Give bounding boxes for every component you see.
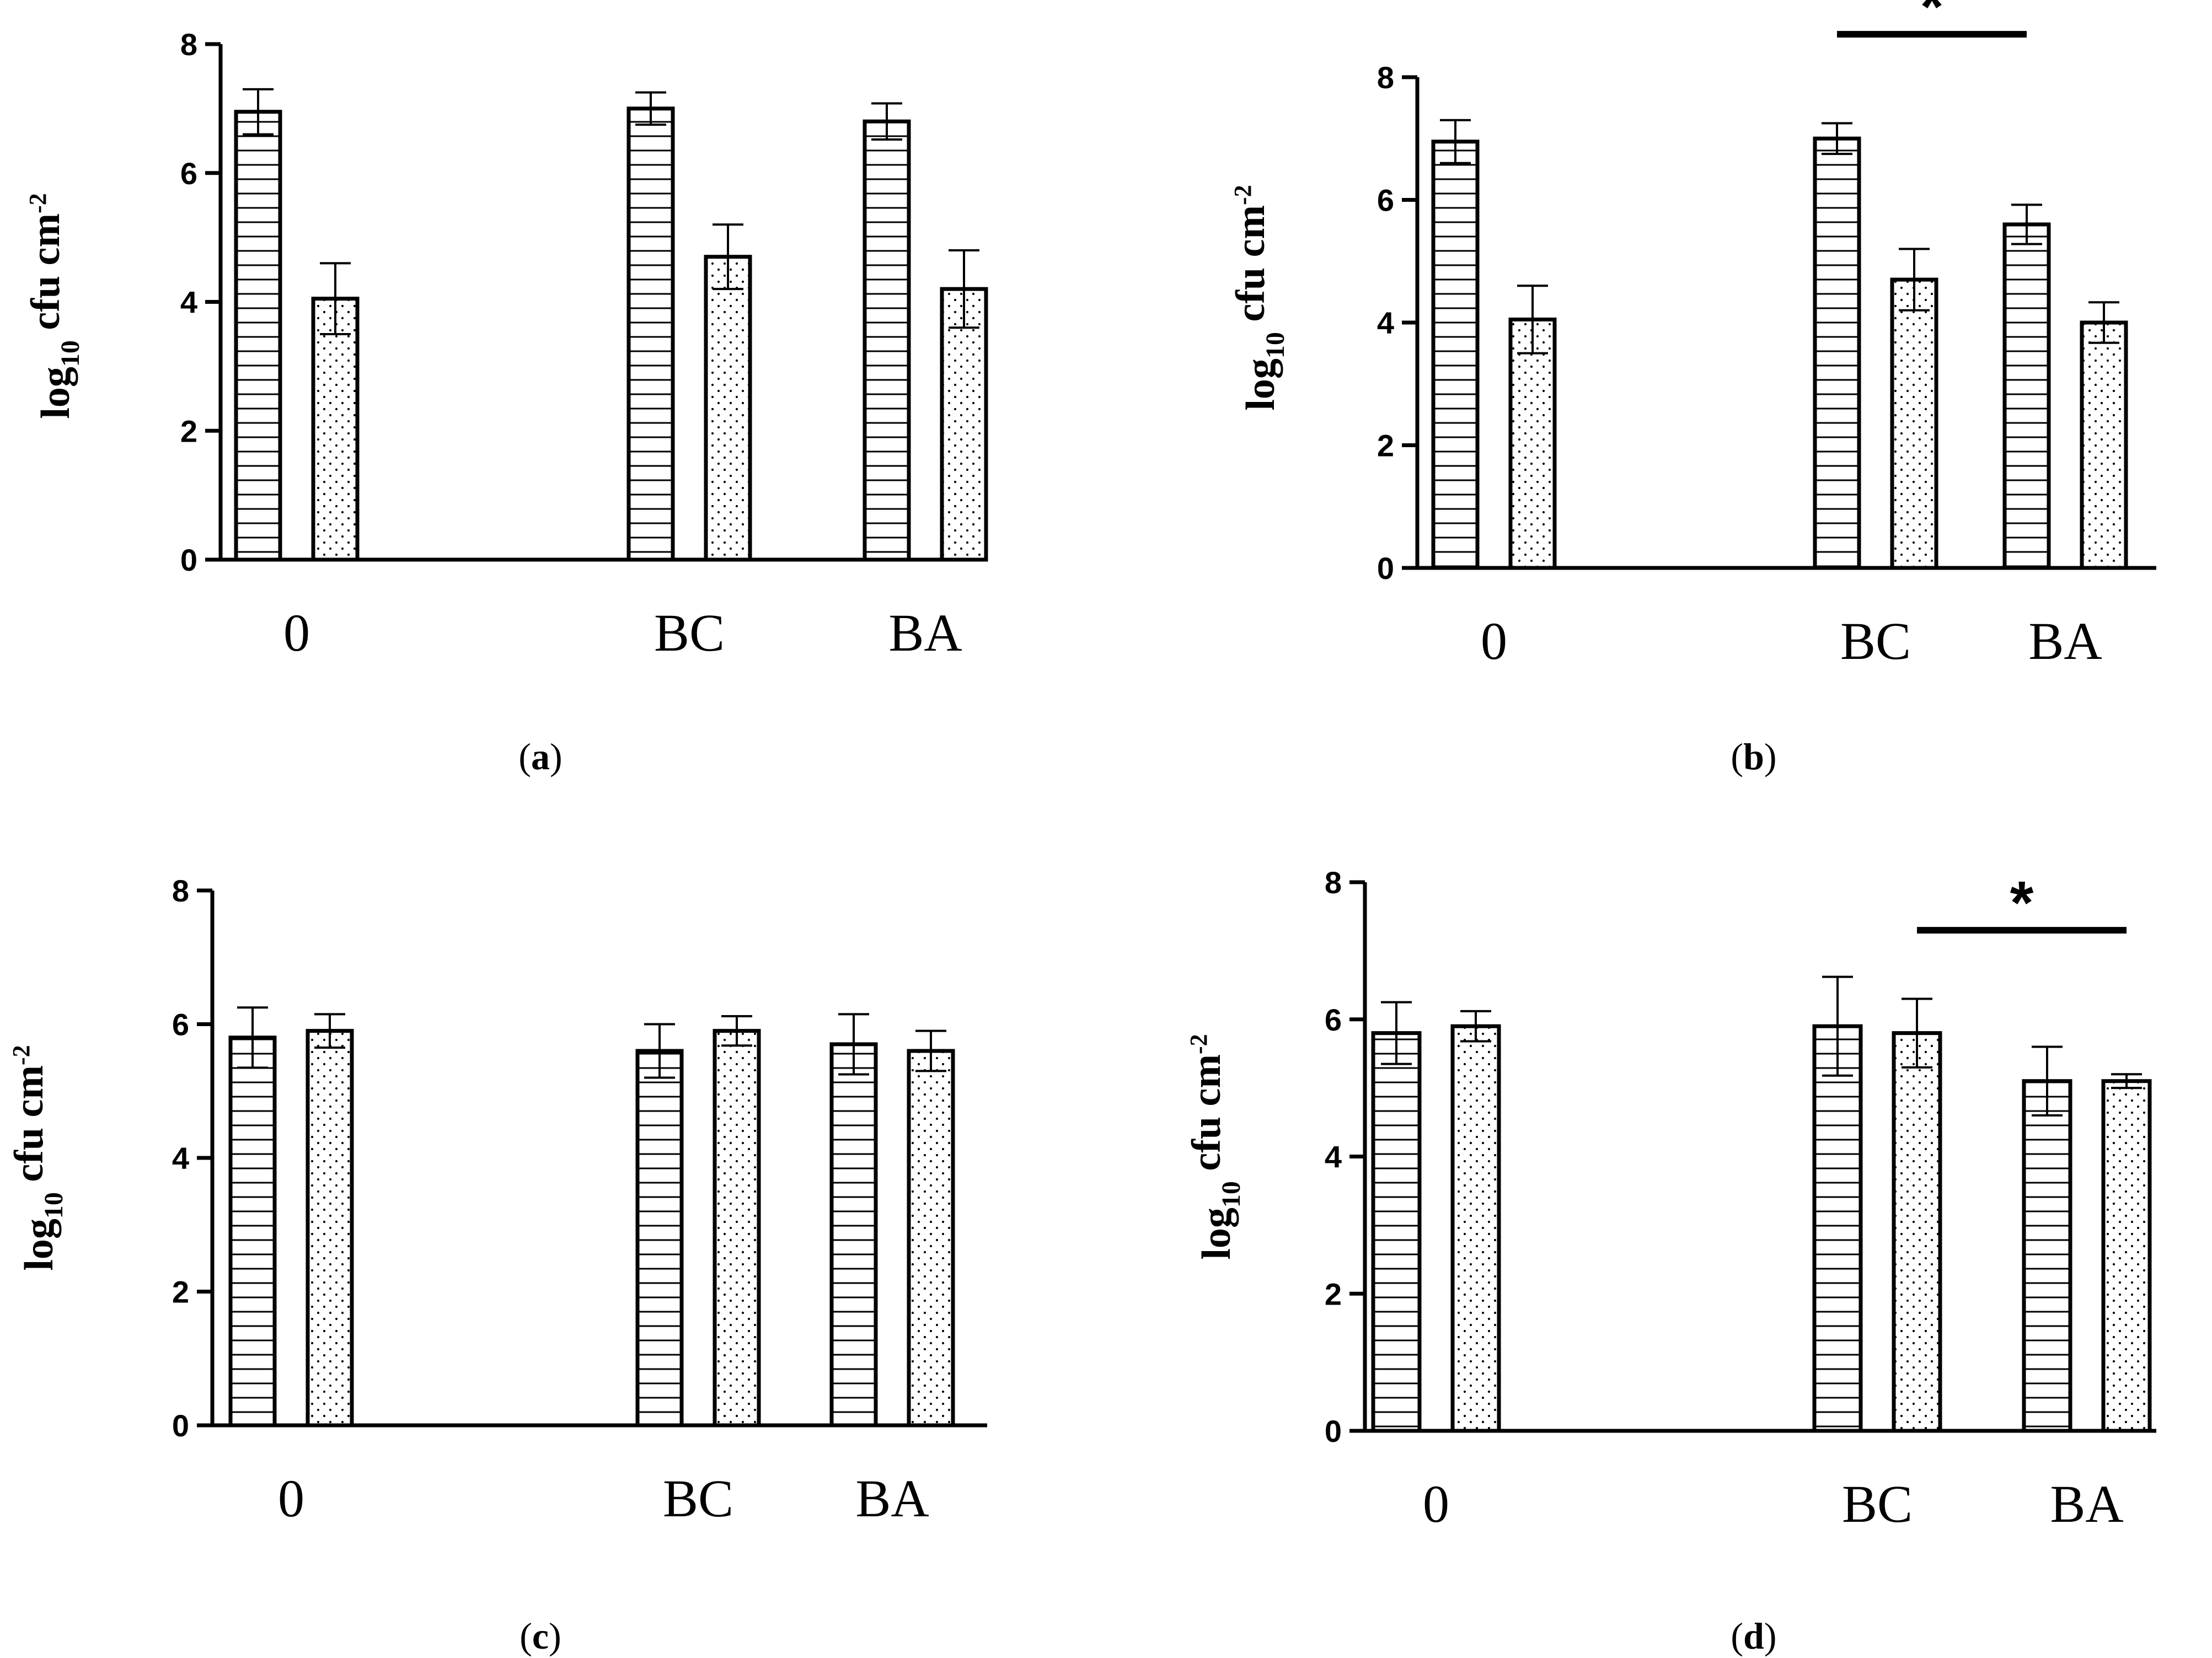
panel-b: 0 2 4 6 8 0 BC BA * log10 cfu cm-2 (b)	[1228, 0, 2156, 777]
panel-c-caption: (c)	[519, 1615, 561, 1657]
bar-c-series-1-BC	[635, 1049, 684, 1428]
bar-a-series-1-0	[234, 110, 282, 562]
bar-b-series-1-BC	[1813, 136, 1861, 570]
category-label-c-BA: BA	[855, 1469, 929, 1528]
bar-a-series-1-BC	[626, 106, 675, 562]
panel-c-plot: 0 2 4 6 8 0 BC BA	[172, 873, 987, 1528]
y-tick-label-c-6: 6	[172, 1007, 189, 1042]
category-label-d-BA: BA	[2050, 1474, 2123, 1533]
panel-a-plot: 0 2 4 6 8 0 BC BA	[180, 27, 988, 662]
y-tick-label-b-8: 8	[1377, 60, 1394, 95]
panel-d-caption: (d)	[1731, 1615, 1776, 1657]
bar-c-series-1-BA	[829, 1042, 878, 1428]
category-label-a-0: 0	[283, 603, 310, 662]
bar-d-series-2-BA	[2101, 1079, 2152, 1433]
bar-a-series-2-BA	[940, 287, 988, 562]
category-label-c-BC: BC	[663, 1469, 733, 1528]
significance-star-d-0: *	[2010, 869, 2034, 937]
bar-c-series-1-0	[228, 1035, 277, 1428]
y-tick-label-a-4: 4	[180, 285, 197, 320]
panel-a: 0 2 4 6 8 0 BC BA log10 cfu cm-2 (a)	[23, 27, 988, 777]
y-tick-label-b-2: 2	[1377, 428, 1394, 463]
panel-c-y-axis-label: log10 cfu cm-2	[7, 1045, 68, 1270]
panel-c: 0 2 4 6 8 0 BC BA log10 cfu cm-2 (c)	[7, 873, 987, 1657]
bar-b-series-2-BC	[1890, 277, 1938, 570]
y-tick-label-d-2: 2	[1325, 1276, 1342, 1311]
y-tick-label-c-4: 4	[172, 1141, 189, 1176]
bar-a-series-1-BA	[863, 119, 911, 562]
panel-b-plot: 0 2 4 6 8 0 BC BA *	[1377, 0, 2156, 670]
bar-b-series-1-0	[1431, 139, 1480, 570]
category-label-a-BA: BA	[888, 603, 962, 662]
bar-b-series-2-BA	[2080, 320, 2128, 570]
panel-d-y-axis-label: log10 cfu cm-2	[1184, 1034, 1246, 1259]
y-tick-label-a-0: 0	[180, 543, 197, 577]
category-label-a-BC: BC	[654, 603, 725, 662]
significance-star-b-0: *	[1920, 0, 1944, 41]
bar-c-series-2-BC	[713, 1029, 761, 1428]
y-tick-label-d-4: 4	[1325, 1140, 1342, 1174]
bar-b-series-2-0	[1508, 317, 1557, 570]
panel-a-caption: (a)	[518, 736, 562, 777]
y-tick-label-c-2: 2	[172, 1275, 189, 1310]
y-tick-label-d-6: 6	[1325, 1002, 1342, 1037]
bar-d-series-2-0	[1450, 1024, 1501, 1433]
y-tick-label-b-0: 0	[1377, 551, 1394, 586]
category-label-b-0: 0	[1481, 611, 1507, 670]
category-label-b-BA: BA	[2028, 611, 2102, 670]
y-tick-label-c-0: 0	[172, 1408, 189, 1443]
bar-c-series-2-BA	[907, 1049, 955, 1428]
y-tick-label-d-8: 8	[1325, 865, 1342, 900]
bar-a-series-2-0	[311, 297, 360, 562]
bar-d-series-2-BC	[1892, 1031, 1942, 1433]
panel-b-caption: (b)	[1731, 736, 1776, 777]
bar-d-series-1-BA	[2022, 1079, 2072, 1433]
category-label-b-BC: BC	[1840, 611, 1911, 670]
y-tick-label-a-8: 8	[180, 27, 197, 62]
y-tick-label-a-6: 6	[180, 156, 197, 191]
bar-b-series-1-BA	[2002, 222, 2051, 570]
y-tick-label-b-6: 6	[1377, 183, 1394, 218]
y-tick-label-c-8: 8	[172, 873, 189, 908]
bar-a-series-2-BC	[704, 255, 752, 562]
category-label-d-0: 0	[1423, 1474, 1449, 1533]
category-label-c-0: 0	[278, 1469, 304, 1528]
bar-c-series-2-0	[306, 1029, 354, 1428]
y-tick-label-d-0: 0	[1325, 1414, 1342, 1448]
category-label-d-BC: BC	[1842, 1474, 1913, 1533]
panel-b-y-axis-label: log10 cfu cm-2	[1228, 185, 1290, 410]
panel-d-plot: 0 2 4 6 8 0 BC BA *	[1325, 865, 2156, 1533]
y-tick-label-a-2: 2	[180, 414, 197, 448]
panel-d: 0 2 4 6 8 0 BC BA * log10 cfu cm-2 (d)	[1184, 865, 2156, 1657]
bar-d-series-1-0	[1371, 1031, 1422, 1433]
panel-a-y-axis-label: log10 cfu cm-2	[23, 193, 85, 418]
y-tick-label-b-4: 4	[1377, 305, 1394, 340]
bar-d-series-1-BC	[1812, 1024, 1863, 1433]
